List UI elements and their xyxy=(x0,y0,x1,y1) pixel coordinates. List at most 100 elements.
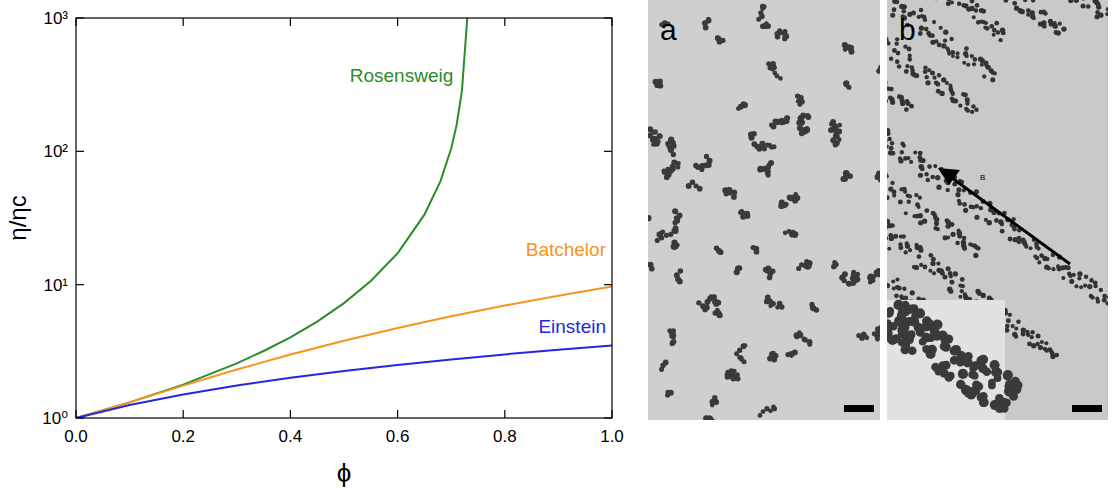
particle xyxy=(1053,23,1058,28)
particle xyxy=(923,265,928,270)
particle xyxy=(792,232,798,238)
inset-particle xyxy=(971,372,979,380)
particle xyxy=(980,63,984,67)
arrow-label: B xyxy=(980,173,985,182)
particle xyxy=(875,173,880,178)
particle xyxy=(976,246,981,251)
inset-particle xyxy=(887,309,894,318)
particle xyxy=(945,81,949,85)
y-tick-label: 10³ xyxy=(43,9,68,28)
x-tick xyxy=(397,18,398,26)
particle xyxy=(963,208,968,213)
particle xyxy=(904,296,909,301)
particle xyxy=(1014,334,1018,338)
inset-particle xyxy=(915,308,925,318)
particle xyxy=(767,143,772,148)
micrograph-background xyxy=(648,0,880,420)
x-tick xyxy=(611,18,612,26)
particle xyxy=(946,235,950,239)
particle xyxy=(771,144,776,149)
particle xyxy=(920,158,925,163)
panel-label: b xyxy=(899,13,916,46)
particle xyxy=(891,280,895,284)
particle xyxy=(907,47,912,52)
particle xyxy=(994,218,999,223)
particle xyxy=(1058,22,1062,26)
particle xyxy=(735,265,741,271)
figure: 0.00.20.40.60.81.010⁰10¹10²10³ϕη/ηcRosen… xyxy=(0,0,1112,498)
particle xyxy=(919,8,924,13)
micrograph-background xyxy=(887,0,1108,420)
particle xyxy=(668,232,673,237)
x-tick-label: 1.0 xyxy=(600,427,624,446)
particle xyxy=(934,0,938,1)
particle xyxy=(842,271,848,277)
particle xyxy=(970,110,974,114)
particle xyxy=(909,104,914,109)
particle xyxy=(648,262,654,268)
particle xyxy=(906,156,910,160)
particle xyxy=(974,8,979,13)
particle xyxy=(962,236,967,241)
particle xyxy=(914,73,919,78)
particle xyxy=(1081,0,1086,1)
inset-particle xyxy=(983,368,991,376)
particle xyxy=(1004,328,1009,333)
particle xyxy=(903,250,907,254)
particle xyxy=(932,271,936,275)
particle xyxy=(1090,295,1094,299)
particle xyxy=(887,131,891,136)
particle xyxy=(653,129,658,134)
particle xyxy=(908,248,912,252)
particle xyxy=(1042,24,1047,29)
particle xyxy=(659,235,664,240)
particle xyxy=(1074,284,1078,288)
particle xyxy=(703,25,709,31)
particle xyxy=(727,187,732,192)
particle xyxy=(668,136,674,142)
inset-particle xyxy=(900,327,909,336)
particle xyxy=(972,62,976,66)
particle xyxy=(836,129,842,135)
inset-particle xyxy=(939,368,948,377)
particle xyxy=(1086,4,1091,9)
particle xyxy=(892,7,897,12)
particle xyxy=(913,150,917,154)
x-tick-label: 0.4 xyxy=(279,427,303,446)
particle xyxy=(668,390,674,396)
particle xyxy=(894,294,899,299)
particle xyxy=(956,51,960,55)
field-arrow-head xyxy=(938,168,960,185)
particle xyxy=(992,33,996,37)
particle xyxy=(696,300,701,305)
particle xyxy=(943,29,948,34)
particle xyxy=(964,46,969,51)
particle xyxy=(1105,301,1108,305)
particle xyxy=(742,214,747,219)
particle xyxy=(905,244,910,249)
particle xyxy=(961,284,965,288)
particle xyxy=(767,66,772,71)
particle xyxy=(955,192,960,197)
particle xyxy=(654,140,660,146)
particle xyxy=(843,80,849,86)
particle xyxy=(868,280,873,285)
particle xyxy=(1056,30,1061,35)
particle xyxy=(789,353,794,358)
particle xyxy=(904,69,909,74)
particle xyxy=(1081,4,1086,9)
particle xyxy=(664,174,670,180)
particle xyxy=(655,238,660,243)
particle xyxy=(717,39,723,45)
particle xyxy=(946,188,950,192)
particle xyxy=(975,3,980,8)
particle xyxy=(924,27,929,32)
particle xyxy=(895,277,899,281)
particle xyxy=(956,187,961,192)
particle xyxy=(918,248,923,253)
particle xyxy=(965,108,970,113)
plot-frame xyxy=(76,18,612,418)
x-axis-title: ϕ xyxy=(337,458,352,488)
particle xyxy=(918,173,923,178)
particle xyxy=(933,164,937,168)
